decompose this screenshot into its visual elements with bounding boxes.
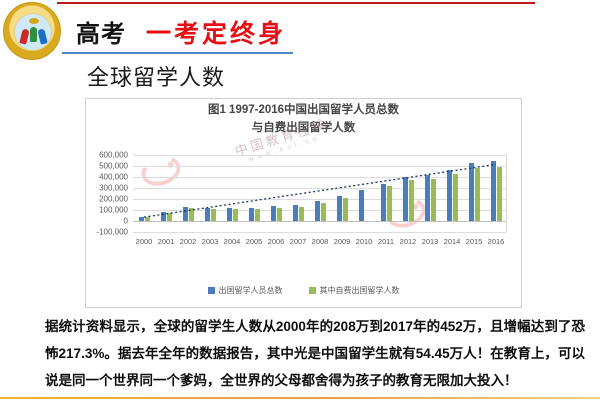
bar-2001-其中自费出国留学人数 — [166, 212, 172, 221]
trendline — [143, 163, 497, 218]
bar-2004-其中自费出国留学人数 — [232, 209, 238, 221]
x-axis-tick: 2004 — [223, 237, 241, 246]
gridline — [133, 232, 506, 233]
y-axis: 600,000 500,000 400,000 300,000 200,000 100,0… — [86, 151, 132, 237]
gridline — [133, 199, 506, 200]
logo-figure-blue-icon — [37, 28, 48, 45]
gridline — [133, 210, 506, 211]
x-axis-tick: 2014 — [443, 237, 461, 246]
x-axis-tick: 2007 — [289, 237, 307, 246]
logo-inner-circle — [14, 13, 52, 51]
header-title-gaokao: 高考 — [76, 21, 126, 48]
chart-legend: 出国留学人员总数 其中自费出国留学人数 — [86, 285, 521, 296]
x-axis-tick: 2012 — [399, 237, 417, 246]
bar-2012-其中自费出国留学人数 — [408, 179, 414, 221]
section-title: 全球留学人数 — [87, 65, 226, 90]
bar-2008-出国留学人员总数 — [314, 201, 320, 221]
bar-2003-其中自费出国留学人数 — [210, 209, 216, 221]
chart-title-line1: 图1 1997-2016中国出国留学人员总数 — [207, 104, 400, 116]
bar-2015-其中自费出国留学人数 — [474, 167, 480, 221]
y-axis-tick: 300,000 — [99, 183, 128, 193]
legend-item: 其中自费出国留学人数 — [308, 285, 400, 296]
bar-2004-出国留学人员总数 — [226, 208, 232, 221]
x-axis-tick: 2008 — [311, 237, 329, 246]
legend-label: 其中自费出国留学人数 — [319, 286, 400, 295]
legend-swatch-icon — [308, 287, 316, 294]
bar-2014-出国留学人员总数 — [446, 170, 452, 221]
bar-2014-其中自费出国留学人数 — [452, 174, 458, 221]
x-axis-tick: 2002 — [179, 237, 197, 246]
statistics-paragraph: 据统计资料显示，全球的留学生人数从2000年的208万到2017年的452万，且… — [45, 319, 585, 388]
bar-2015-出国留学人员总数 — [468, 163, 474, 221]
gridline — [133, 177, 506, 178]
bar-2003-出国留学人员总数 — [204, 208, 210, 221]
bottom-accent-line — [0, 397, 600, 399]
bar-2007-出国留学人员总数 — [292, 205, 298, 221]
bar-2005-其中自费出国留学人数 — [254, 209, 260, 221]
x-axis-tick: 2010 — [355, 237, 373, 246]
x-axis: 2000 2001 2002 2003 2004 2005 2006 2007 2008 2009… — [133, 237, 507, 246]
bar-2000-出国留学人员总数 — [138, 216, 144, 221]
bar-2010-出国留学人员总数 — [358, 189, 364, 221]
chart-title-line2: 与自费出国留学人数 — [251, 122, 356, 134]
bar-2007-其中自费出国留学人数 — [298, 206, 304, 221]
bar-2011-出国留学人员总数 — [380, 183, 386, 221]
bar-2009-出国留学人员总数 — [336, 195, 342, 221]
y-axis-tick: -100,000 — [96, 227, 128, 237]
y-axis-tick: 400,000 — [99, 172, 128, 182]
logo-crest-icon — [29, 18, 39, 24]
x-axis-tick: 2000 — [135, 237, 153, 246]
x-axis-tick: 2001 — [157, 237, 175, 246]
header-slogan: 一考定终身 — [146, 20, 287, 48]
bar-chart: 图1 1997-2016中国出国留学人员总数 与自费出国留学人数 中国教育在线 … — [85, 98, 522, 308]
bar-2002-出国留学人员总数 — [182, 207, 188, 221]
legend-item: 出国留学人员总数 — [207, 285, 283, 296]
y-axis-tick: 200,000 — [99, 194, 128, 204]
bar-2012-出国留学人员总数 — [402, 177, 408, 221]
bar-2002-其中自费出国留学人数 — [188, 208, 194, 221]
gridline — [133, 155, 506, 156]
x-axis-tick: 2006 — [267, 237, 285, 246]
x-axis-tick: 2016 — [487, 237, 505, 246]
bar-2016-其中自费出国留学人数 — [496, 166, 502, 221]
x-axis-tick: 2009 — [333, 237, 351, 246]
plot-area — [133, 155, 507, 233]
legend-label: 出国留学人员总数 — [218, 286, 283, 295]
x-axis-tick: 2013 — [421, 237, 439, 246]
legend-swatch-icon — [207, 287, 215, 294]
y-axis-tick: 600,000 — [99, 150, 128, 160]
bar-2005-出国留学人员总数 — [248, 207, 254, 221]
gridline — [133, 166, 506, 167]
bar-2011-其中自费出国留学人数 — [386, 186, 392, 221]
bar-2008-其中自费出国留学人数 — [320, 203, 326, 221]
bar-2016-出国留学人员总数 — [490, 161, 496, 221]
bar-2006-出国留学人员总数 — [270, 206, 276, 221]
bar-2000-其中自费出国留学人数 — [144, 217, 150, 221]
header-underline — [62, 52, 293, 54]
gridline — [133, 221, 506, 222]
x-axis-tick: 2005 — [245, 237, 263, 246]
bar-2009-其中自费出国留学人数 — [342, 197, 348, 221]
bar-2013-其中自费出国留学人数 — [430, 179, 436, 221]
x-axis-tick: 2011 — [377, 237, 395, 246]
x-axis-tick: 2015 — [465, 237, 483, 246]
logo-figure-green-icon — [30, 27, 37, 42]
bar-2006-其中自费出国留学人数 — [276, 207, 282, 221]
y-axis-tick: 100,000 — [99, 205, 128, 215]
logo-figure-red-icon — [19, 28, 30, 45]
y-axis-tick: 0 — [123, 216, 128, 226]
y-axis-tick: 500,000 — [99, 161, 128, 171]
school-badge-logo-icon — [3, 2, 61, 60]
top-accent-line — [57, 2, 535, 4]
bar-2001-出国留学人员总数 — [160, 211, 166, 221]
x-axis-tick: 2003 — [201, 237, 219, 246]
bar-2013-出国留学人员总数 — [424, 175, 430, 221]
gridline — [133, 188, 506, 189]
